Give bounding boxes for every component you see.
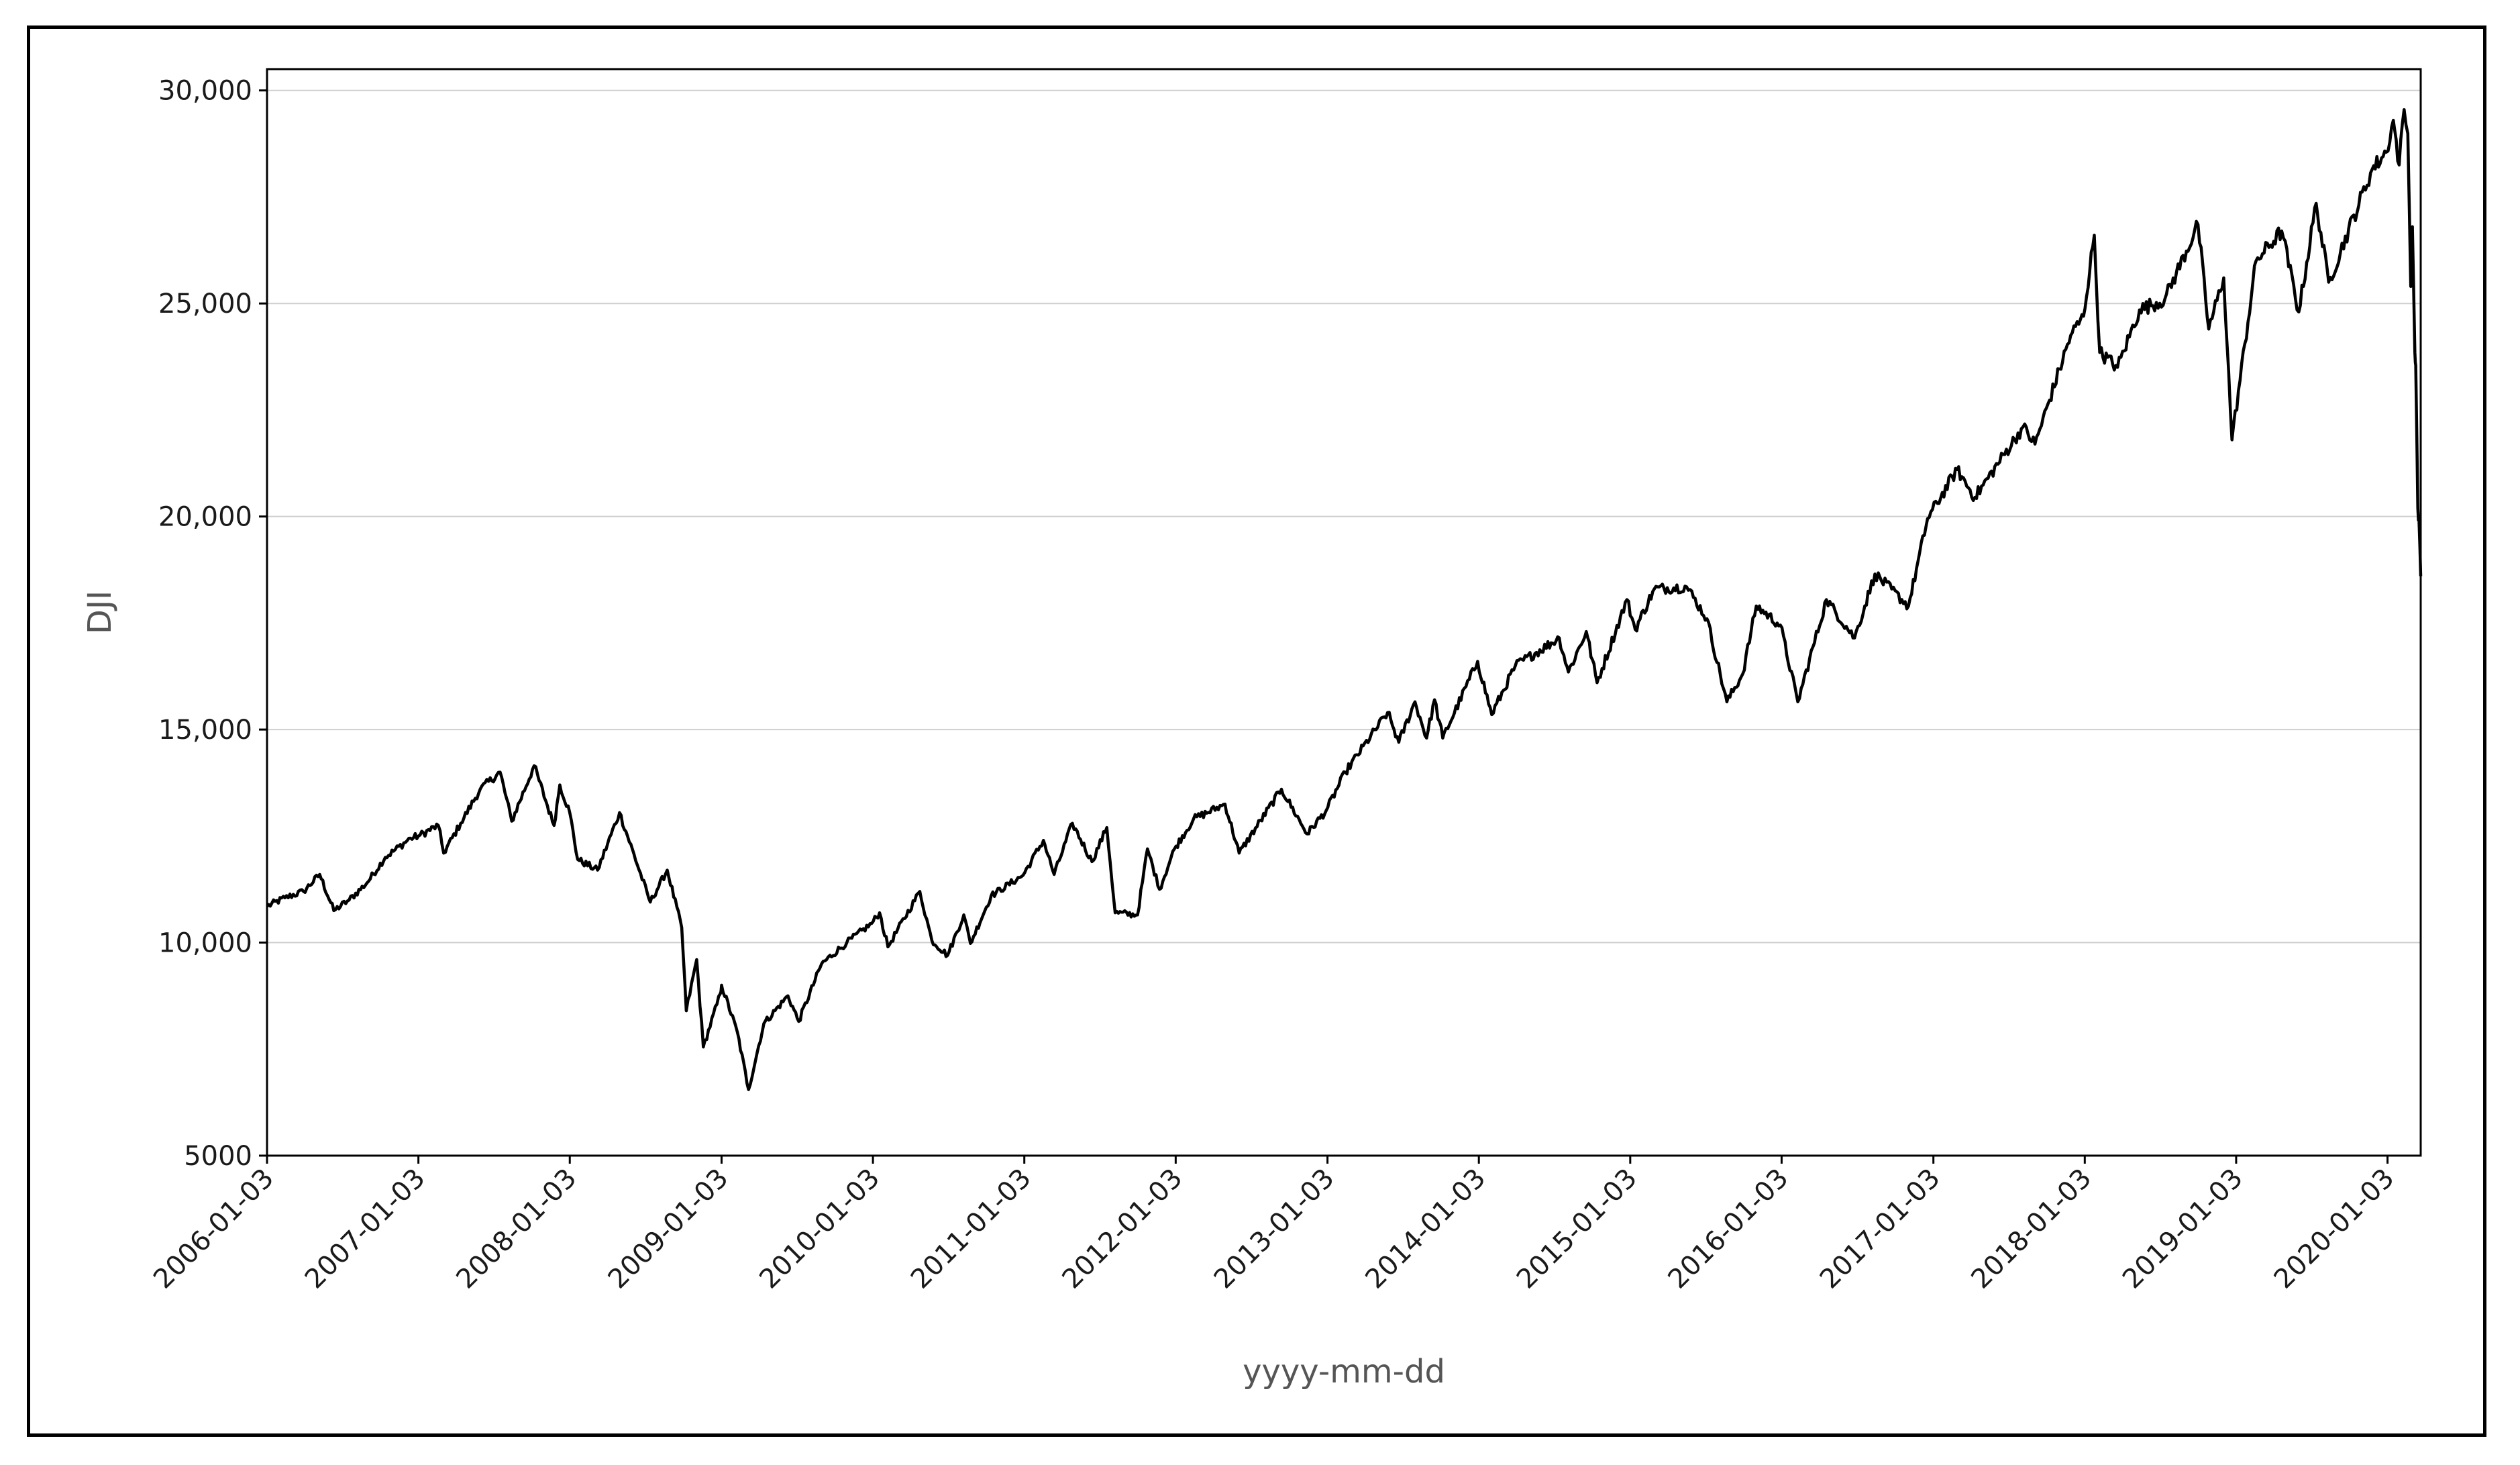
y-tick-label: 20,000 [158, 502, 252, 533]
x-tick-label: 2014-01-03 [1359, 1163, 1491, 1295]
x-tick-label: 2013-01-03 [1208, 1163, 1341, 1295]
y-tick-label: 15,000 [158, 715, 252, 746]
x-tick-label: 2006-01-03 [148, 1163, 280, 1295]
x-tick-label: 2017-01-03 [1814, 1163, 1946, 1295]
x-tick-label: 2020-01-03 [2268, 1163, 2401, 1295]
x-tick-label: 2010-01-03 [753, 1163, 886, 1295]
plot-area [266, 68, 2422, 1157]
x-tick-label: 2009-01-03 [602, 1163, 735, 1295]
y-tick-label: 5000 [184, 1141, 252, 1172]
x-tick-label: 2016-01-03 [1663, 1163, 1795, 1295]
gridlines [267, 89, 2421, 944]
y-axis: 5000 10,000 15,000 20,000 25,000 30,000 [158, 76, 267, 1172]
x-tick-label: 2007-01-03 [299, 1163, 431, 1295]
y-tick-label: 10,000 [158, 928, 252, 959]
x-tick-label: 2019-01-03 [2117, 1163, 2249, 1295]
x-axis: 2006-01-03 2007-01-03 2008-01-03 2009-01-03… [148, 1156, 2401, 1295]
x-tick-label: 2008-01-03 [450, 1163, 582, 1295]
x-axis-title: yyyy-mm-dd [1243, 1353, 1445, 1391]
chart-frame [27, 26, 2486, 1437]
x-tick-label: 2018-01-03 [1965, 1163, 2097, 1295]
x-tick-label: 2012-01-03 [1057, 1163, 1189, 1295]
series-line-dji [266, 108, 2423, 1091]
y-tick-label: 25,000 [158, 289, 252, 319]
x-tick-label: 2015-01-03 [1511, 1163, 1643, 1295]
y-axis-title: DJI [81, 591, 119, 634]
y-tick-label: 30,000 [158, 76, 252, 107]
x-tick-label: 2011-01-03 [905, 1163, 1037, 1295]
